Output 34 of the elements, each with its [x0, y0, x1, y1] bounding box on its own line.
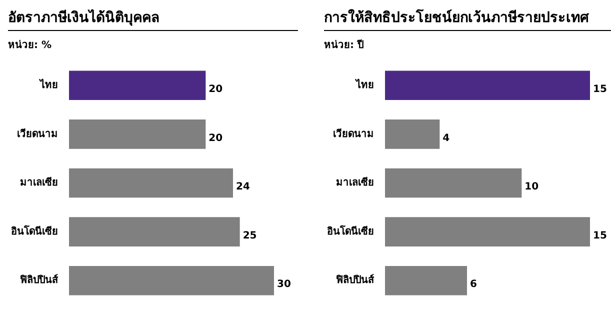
bar: [385, 70, 590, 100]
data-label: 15: [593, 84, 607, 95]
bar: [385, 217, 590, 246]
y-tick-label: อินโดนีเซีย: [11, 224, 58, 238]
bar: [385, 168, 522, 198]
data-label: 24: [236, 182, 250, 193]
y-tick-label: อินโดนีเซีย: [327, 224, 374, 238]
data-label: 10: [524, 182, 539, 193]
data-label: 6: [470, 279, 477, 290]
data-label: 15: [593, 230, 607, 242]
chart-subtitle: หน่วย: ปี: [324, 38, 364, 52]
y-tick-label: ฟิลิปปินส์: [20, 274, 59, 286]
data-label: 20: [208, 84, 223, 95]
bar: [69, 168, 233, 198]
y-tick-label: ฟิลิปปินส์: [336, 274, 375, 286]
chart-title: อัตราภาษีเงินได้นิติบุคคล: [8, 6, 298, 31]
data-label: 30: [277, 279, 291, 290]
bar: [69, 266, 274, 296]
y-tick-label: เวียดนาม: [17, 128, 58, 140]
bar: [385, 120, 440, 149]
y-tick-label: เวียดนาม: [333, 128, 374, 140]
bar: [69, 120, 206, 149]
y-tick-label: มาเลเซีย: [336, 176, 374, 189]
y-tick-label: ไทย: [355, 78, 374, 91]
y-tick-label: ไทย: [39, 78, 58, 91]
chart-subtitle: หน่วย: %: [8, 39, 52, 52]
data-label: 20: [208, 132, 223, 144]
chart-title: การให้สิทธิประโยชน์ยกเว้นภาษีรายประเทศ: [324, 6, 611, 31]
data-label: 4: [442, 132, 450, 144]
y-tick-label: มาเลเซีย: [20, 176, 58, 189]
bar: [385, 266, 467, 296]
data-label: 25: [242, 230, 257, 242]
bar: [69, 70, 206, 100]
bar: [69, 217, 240, 246]
